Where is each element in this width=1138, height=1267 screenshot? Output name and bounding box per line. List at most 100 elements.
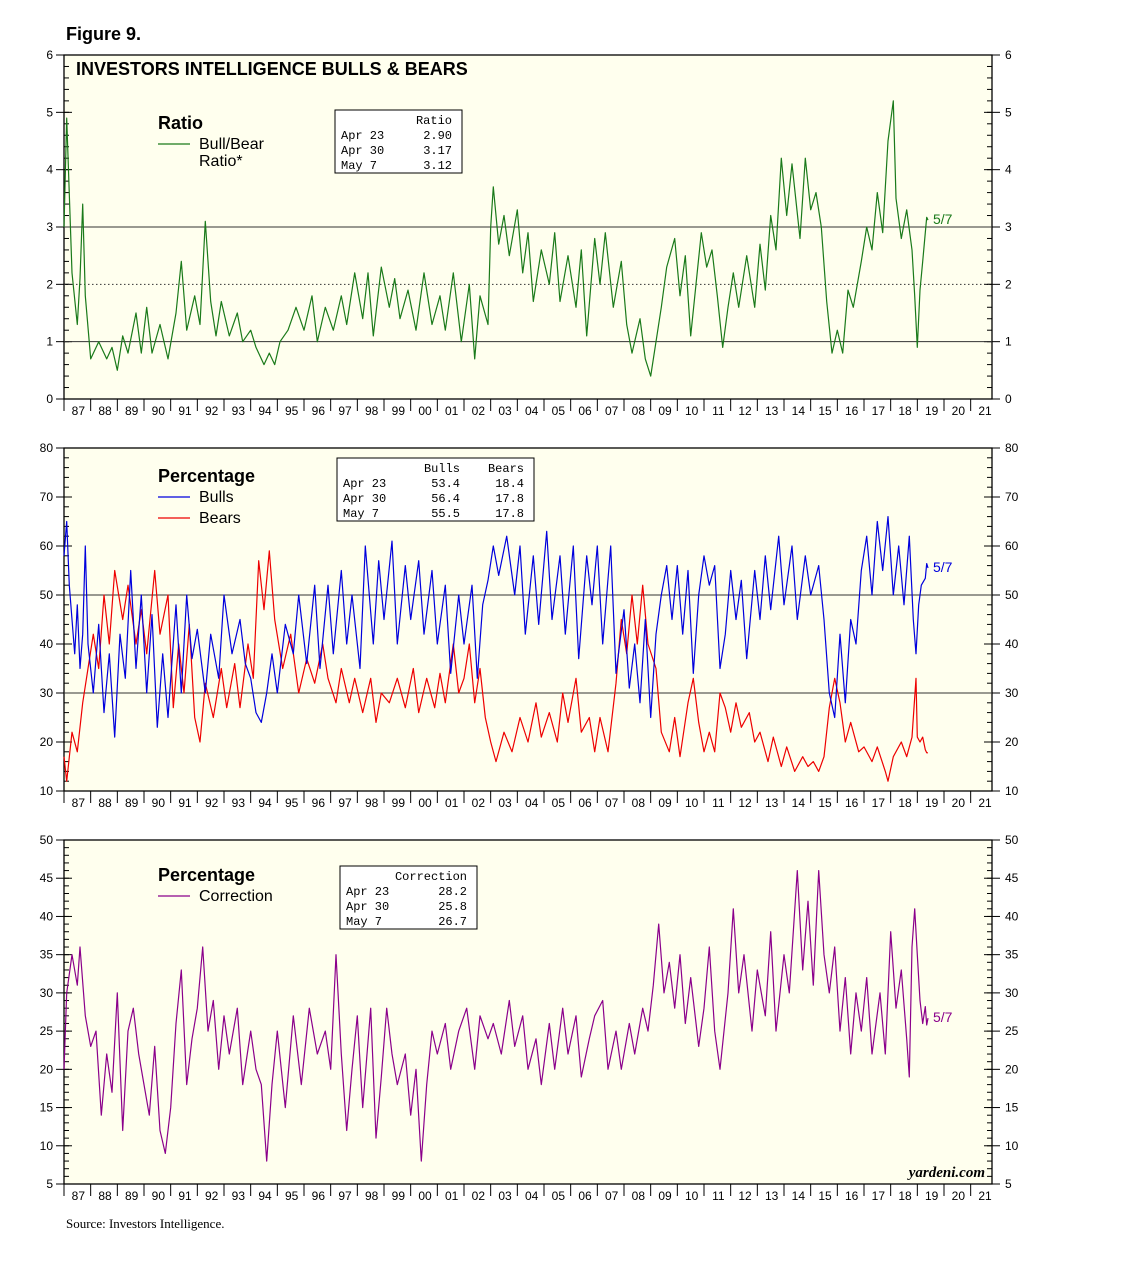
- y-tick-label-left: 30: [40, 686, 54, 700]
- table-cell: Apr 23: [346, 885, 389, 899]
- x-tick-label: 14: [792, 404, 806, 418]
- x-tick-label: 01: [445, 796, 459, 810]
- x-tick-label: 98: [365, 796, 379, 810]
- x-tick-label: 95: [285, 1189, 299, 1203]
- table-cell: Apr 30: [343, 492, 386, 506]
- y-tick-label-left: 30: [40, 986, 54, 1000]
- legend-heading: Ratio: [158, 113, 203, 133]
- x-tick-label: 15: [818, 1189, 832, 1203]
- chart-bulls_bears: 10 10 20 20 30 30 40 40 50 50 60 60 70 70 80 80 87 88 89 90…: [40, 441, 1019, 810]
- x-tick-label: 11: [712, 404, 725, 418]
- x-tick-label: 04: [525, 1189, 539, 1203]
- x-tick-label: 12: [738, 1189, 752, 1203]
- x-tick-label: 05: [552, 1189, 566, 1203]
- y-tick-label-right: 5: [1005, 1177, 1012, 1191]
- end-label: 5/7: [933, 559, 953, 575]
- x-tick-label: 99: [392, 404, 406, 418]
- y-tick-label-right: 3: [1005, 220, 1012, 234]
- y-tick-label-right: 35: [1005, 948, 1019, 962]
- table-cell: May 7: [346, 915, 382, 929]
- x-tick-label: 88: [98, 1189, 112, 1203]
- y-tick-label-left: 5: [46, 105, 53, 119]
- x-tick-label: 89: [125, 1189, 139, 1203]
- table-cell: 3.12: [423, 159, 452, 173]
- y-tick-label-left: 20: [40, 735, 54, 749]
- series-line-bears: [63, 550, 928, 782]
- y-tick-label-left: 4: [46, 163, 53, 177]
- table-cell: 25.8: [438, 900, 467, 914]
- x-tick-label: 13: [765, 404, 779, 418]
- x-tick-label: 91: [178, 404, 192, 418]
- y-tick-label-right: 4: [1005, 163, 1012, 177]
- x-tick-label: 98: [365, 1189, 379, 1203]
- x-tick-label: 14: [792, 1189, 806, 1203]
- x-tick-label: 95: [285, 404, 299, 418]
- x-tick-label: 00: [418, 404, 432, 418]
- x-tick-label: 90: [152, 1189, 166, 1203]
- x-tick-label: 98: [365, 404, 379, 418]
- x-tick-label: 97: [338, 1189, 352, 1203]
- y-tick-label-left: 35: [40, 948, 54, 962]
- data-table-box: [339, 865, 478, 930]
- y-tick-label-right: 1: [1005, 335, 1012, 349]
- x-tick-label: 00: [418, 1189, 432, 1203]
- x-tick-label: 06: [578, 404, 592, 418]
- x-tick-label: 07: [605, 796, 619, 810]
- x-tick-label: 06: [578, 796, 592, 810]
- table-cell: 17.8: [495, 507, 524, 521]
- x-tick-label: 00: [418, 796, 432, 810]
- table-cell: May 7: [343, 507, 379, 521]
- y-tick-label-right: 20: [1005, 1062, 1019, 1076]
- y-tick-label-right: 6: [1005, 48, 1012, 62]
- series-line-bulls: [63, 515, 929, 738]
- x-tick-label: 12: [738, 404, 752, 418]
- y-tick-label-left: 10: [40, 784, 54, 798]
- x-tick-label: 99: [392, 1189, 406, 1203]
- x-tick-label: 92: [205, 404, 219, 418]
- y-tick-label-right: 50: [1005, 833, 1019, 847]
- y-tick-label-left: 0: [46, 392, 53, 406]
- x-tick-label: 94: [258, 1189, 272, 1203]
- y-tick-label-left: 2: [46, 277, 53, 291]
- table-cell: 18.4: [495, 477, 524, 491]
- x-tick-label: 03: [498, 404, 512, 418]
- x-tick-label: 17: [872, 404, 886, 418]
- x-tick-label: 10: [685, 404, 699, 418]
- y-tick-label-left: 5: [46, 1177, 53, 1191]
- y-tick-label-left: 1: [46, 335, 53, 349]
- watermark: yardeni.com: [907, 1165, 985, 1181]
- y-tick-label-left: 50: [40, 833, 54, 847]
- x-tick-label: 05: [552, 796, 566, 810]
- x-tick-label: 20: [952, 796, 966, 810]
- x-tick-label: 21: [978, 1189, 992, 1203]
- x-tick-label: 04: [525, 796, 539, 810]
- y-tick-label-left: 40: [40, 909, 54, 923]
- x-tick-label: 95: [285, 796, 299, 810]
- y-tick-label-left: 25: [40, 1024, 54, 1038]
- end-label: 5/7: [933, 1009, 953, 1025]
- y-tick-label-right: 50: [1005, 588, 1019, 602]
- x-tick-label: 02: [472, 796, 486, 810]
- x-tick-label: 02: [472, 404, 486, 418]
- y-tick-label-right: 45: [1005, 871, 1019, 885]
- x-tick-label: 18: [898, 404, 912, 418]
- x-tick-label: 94: [258, 404, 272, 418]
- x-tick-label: 07: [605, 404, 619, 418]
- x-tick-label: 93: [232, 404, 246, 418]
- y-tick-label-right: 10: [1005, 784, 1019, 798]
- y-tick-label-right: 0: [1005, 392, 1012, 406]
- x-tick-label: 11: [712, 1189, 725, 1203]
- x-tick-label: 18: [898, 796, 912, 810]
- x-tick-label: 20: [952, 404, 966, 418]
- x-tick-label: 96: [312, 1189, 326, 1203]
- x-tick-label: 09: [658, 1189, 672, 1203]
- x-tick-label: 19: [925, 1189, 939, 1203]
- x-tick-label: 08: [632, 404, 646, 418]
- figure-label: Figure 9.: [66, 24, 142, 44]
- x-tick-label: 94: [258, 796, 272, 810]
- y-tick-label-right: 15: [1005, 1101, 1019, 1115]
- table-cell: Apr 30: [346, 900, 389, 914]
- data-table-box: [334, 109, 463, 174]
- source-note: Source: Investors Intelligence.: [66, 1216, 225, 1231]
